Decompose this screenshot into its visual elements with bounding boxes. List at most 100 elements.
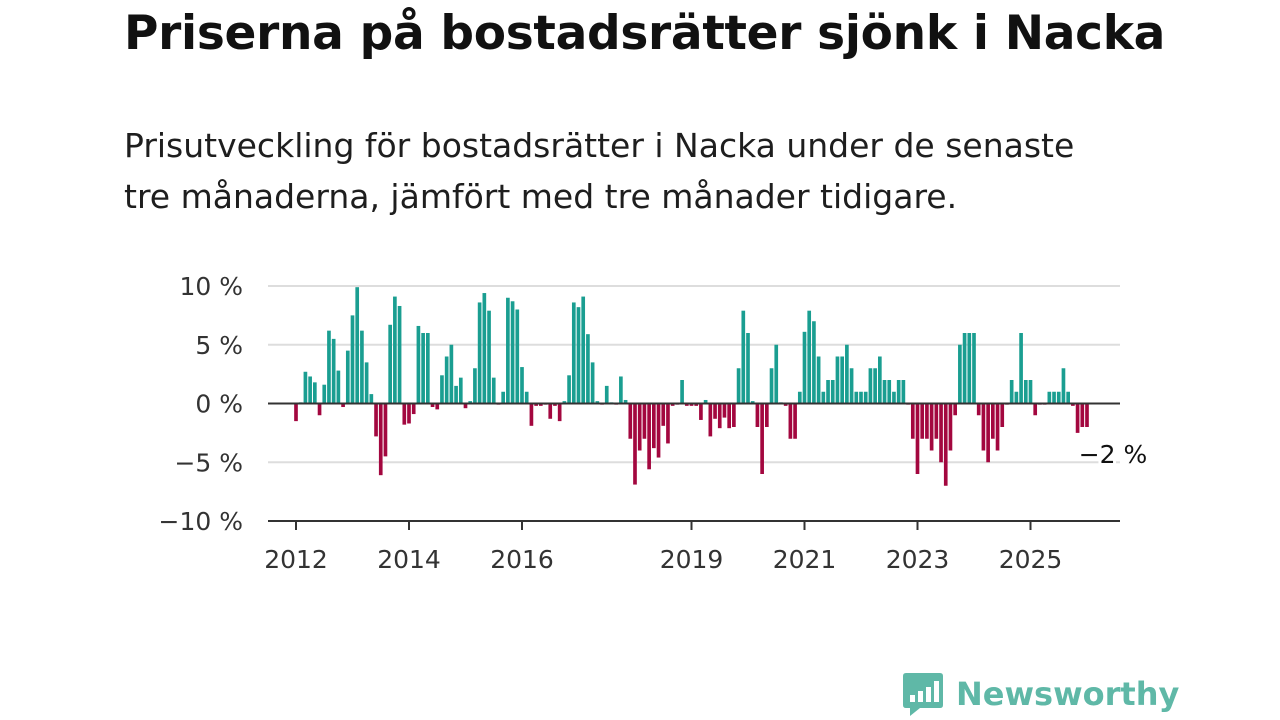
- x-tick-label: 2025: [999, 545, 1063, 574]
- chart-bar: [350, 315, 355, 404]
- chart-bar: [934, 403, 939, 439]
- chart-bar: [590, 362, 595, 404]
- chart-bar: [929, 403, 934, 451]
- chart-bar: [539, 403, 543, 406]
- chart-bar: [1061, 368, 1066, 404]
- chart-bar: [440, 375, 444, 404]
- chart-bar: [341, 403, 345, 408]
- chart-bar: [623, 399, 628, 404]
- chart-bar: [491, 377, 496, 404]
- chart-bar: [887, 380, 892, 404]
- chart-bar: [849, 368, 854, 404]
- chart-bar: [972, 333, 976, 404]
- chart-bar: [421, 333, 425, 404]
- chart-bar: [633, 403, 637, 485]
- chart-bar: [901, 380, 906, 404]
- chart-bar: [294, 403, 298, 422]
- chart-bar: [449, 344, 454, 404]
- chart-bar: [426, 333, 430, 404]
- chart-bar: [732, 403, 736, 427]
- y-tick-label: 5 %: [195, 331, 243, 360]
- chart-bar: [991, 403, 995, 439]
- chart-bar: [958, 344, 962, 404]
- chart-bar: [760, 403, 764, 474]
- chart-bar: [444, 356, 449, 404]
- chart-bar: [962, 333, 967, 404]
- chart-bar: [722, 403, 727, 418]
- chart-bar: [619, 376, 623, 404]
- chart-bar: [1080, 403, 1085, 427]
- chart-bar: [694, 403, 699, 406]
- chart-bar: [943, 403, 948, 486]
- chart-bar: [463, 403, 468, 409]
- chart-bar: [812, 321, 816, 404]
- y-tick-label: 0 %: [195, 390, 243, 419]
- chart-bar: [355, 287, 360, 404]
- x-tick-label: 2023: [886, 545, 950, 574]
- chart-bar: [939, 403, 943, 463]
- chart-bar: [567, 375, 571, 404]
- chart-bar: [571, 302, 576, 404]
- chart-bar: [506, 297, 510, 404]
- chart-bar: [416, 325, 421, 404]
- x-tick-label: 2014: [377, 545, 441, 574]
- chart-bar: [835, 356, 840, 404]
- chart-bar: [388, 324, 392, 404]
- chart-bar: [741, 310, 746, 404]
- chart-bar: [576, 307, 581, 404]
- chart-bar: [750, 401, 755, 404]
- chart-bar: [896, 380, 901, 404]
- chart-bar: [986, 403, 990, 463]
- chart-bar: [524, 391, 529, 404]
- chart-bar: [765, 403, 769, 427]
- chart-bar: [788, 403, 793, 439]
- chart-bar: [1009, 380, 1014, 404]
- chart-bar: [689, 403, 694, 406]
- chart-bar: [670, 403, 675, 406]
- chart-bar: [703, 399, 708, 404]
- chart-bar: [562, 401, 567, 404]
- chart-bar: [746, 333, 750, 404]
- chart-bar: [793, 403, 797, 439]
- chart-bar: [383, 403, 388, 457]
- chart-bar: [1047, 391, 1052, 404]
- chart-bar: [826, 380, 830, 404]
- chart-bar: [331, 338, 336, 404]
- chart-bar: [816, 356, 821, 404]
- y-tick-label: 10 %: [179, 272, 243, 301]
- x-tick-label: 2019: [660, 545, 724, 574]
- chart-bar: [553, 403, 557, 406]
- chart-bar: [727, 403, 731, 429]
- chart-bar: [1014, 391, 1019, 404]
- chart-bar: [868, 368, 873, 404]
- x-tick-label: 2021: [773, 545, 837, 574]
- chart-bar: [948, 403, 953, 451]
- chart-bar: [920, 403, 925, 439]
- chart-bar: [647, 403, 651, 470]
- chart-bar: [313, 382, 317, 404]
- chart-bar: [840, 356, 844, 404]
- chart-bar: [435, 403, 440, 410]
- chart-bar: [308, 376, 312, 404]
- subtitle-line-2: tre månaderna, jämfört med tre månader t…: [124, 177, 958, 216]
- chart-bar: [661, 403, 666, 426]
- chart-bar: [595, 401, 600, 404]
- chart-bar: [327, 330, 331, 404]
- chart-bar: [430, 403, 435, 408]
- chart-bar: [882, 380, 887, 404]
- chart-bar: [873, 368, 877, 404]
- chart-bar: [482, 293, 487, 404]
- chart-bar: [967, 333, 972, 404]
- chart-bar: [473, 368, 477, 404]
- chart-bar: [529, 403, 534, 426]
- newsworthy-logo: Newsworthy: [902, 670, 1179, 718]
- chart-bar: [802, 331, 807, 404]
- chart-bar: [713, 403, 717, 419]
- chart-bar: [910, 403, 915, 439]
- chart-bar: [1033, 403, 1038, 416]
- newsworthy-logo-text: Newsworthy: [956, 675, 1180, 713]
- chart-bar: [477, 302, 482, 404]
- chart-bar: [520, 367, 524, 404]
- chart-bar: [534, 403, 538, 406]
